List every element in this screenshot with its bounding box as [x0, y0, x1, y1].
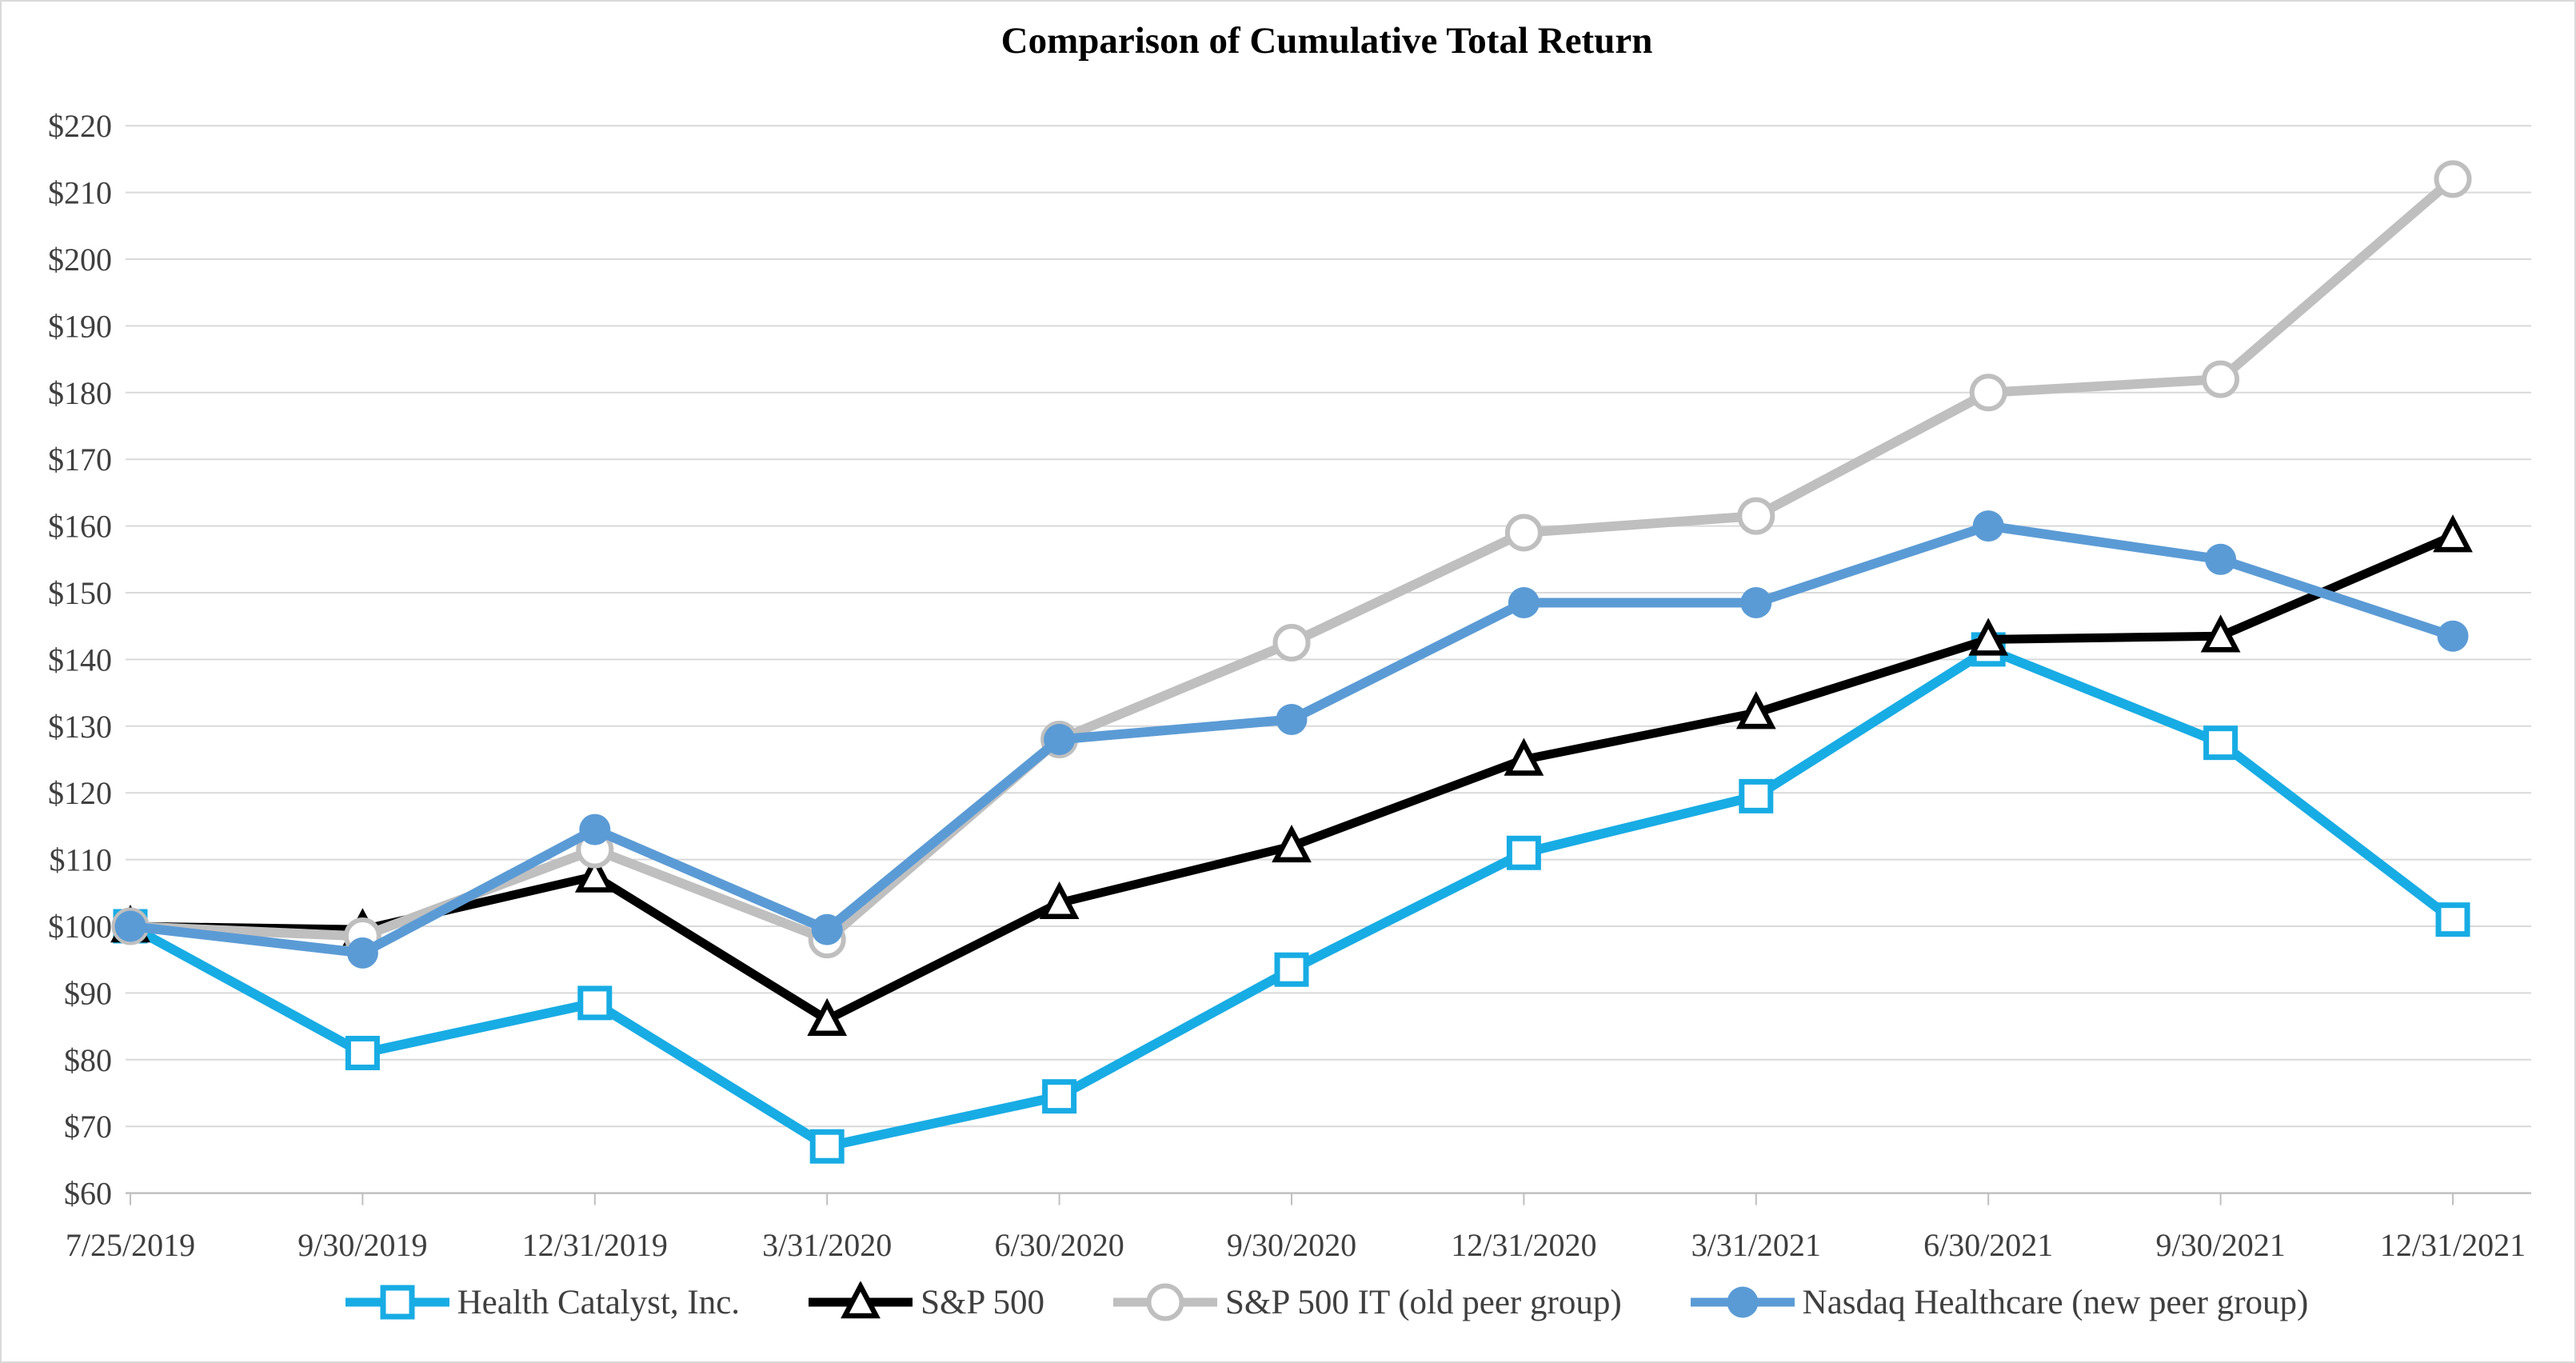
x-axis-label: 12/31/2021: [2380, 1227, 2526, 1263]
y-axis-label: $190: [48, 308, 112, 344]
x-axis-label: 12/31/2019: [522, 1227, 668, 1263]
data-point-marker-square: [1739, 778, 1774, 813]
legend-swatch-square: [345, 1285, 449, 1320]
y-axis-label: $120: [48, 775, 112, 811]
legend-marker-circle-filled: [1727, 1286, 1759, 1318]
legend-swatch-triangle: [809, 1281, 913, 1319]
data-point-marker-triangle: [1735, 691, 1776, 729]
y-axis-label: $150: [48, 575, 112, 611]
legend-item: Nasdaq Healthcare (new peer group): [1690, 1281, 2309, 1323]
chart-legend: Health Catalyst, Inc. S&P 500 S&P 500 IT (…: [126, 1269, 2528, 1336]
data-point-marker-triangle: [1039, 881, 1080, 920]
data-point-marker-square: [1274, 952, 1309, 987]
data-point-marker-triangle: [807, 997, 848, 1037]
data-point-marker-circle-filled: [1044, 723, 1076, 755]
x-axis-label: 12/31/2020: [1451, 1227, 1596, 1263]
y-axis-label: $170: [48, 442, 112, 478]
y-axis-label: $220: [48, 108, 112, 144]
chart-title: Comparison of Cumulative Total Return: [1000, 20, 1653, 62]
legend-label: S&P 500 IT (old peer group): [1225, 1283, 1622, 1321]
series-line: [126, 531, 2458, 1025]
data-point-marker-circle-filled: [811, 913, 843, 945]
y-axis-label: $100: [48, 909, 112, 945]
data-point-marker-circle-filled: [346, 937, 378, 969]
data-point-marker-square: [345, 1035, 380, 1070]
y-axis-label: $180: [48, 375, 112, 411]
data-point-marker-triangle: [2200, 614, 2241, 653]
legend-item: S&P 500 IT (old peer group): [1113, 1281, 1622, 1323]
series-nasdaq-healthcare-new-peer-group: [114, 510, 2469, 969]
data-point-marker-circle-filled: [2437, 620, 2469, 652]
data-point-marker-square: [2435, 902, 2470, 937]
x-axis-label: 9/30/2019: [298, 1227, 427, 1263]
legend-marker-circle-open: [1146, 1283, 1184, 1321]
data-point-marker-circle-open: [1737, 497, 1775, 535]
x-axis-label: 9/30/2020: [1227, 1227, 1356, 1263]
data-point-marker-circle-open: [2202, 360, 2240, 398]
series-line: [126, 521, 2458, 958]
data-point-marker-square: [2203, 725, 2239, 761]
data-point-marker-circle-open: [1504, 514, 1543, 552]
data-point-marker-circle-filled: [1972, 510, 2004, 542]
legend-label: S&P 500: [921, 1283, 1044, 1321]
y-axis-label: $80: [64, 1042, 112, 1078]
y-axis-label: $90: [64, 975, 112, 1011]
legend-swatch-circle-open: [1113, 1283, 1217, 1321]
y-axis-label: $200: [48, 242, 112, 278]
legend-marker-triangle: [841, 1281, 881, 1319]
y-axis-label: $110: [49, 842, 112, 878]
data-point-marker-circle-filled: [1740, 587, 1772, 619]
x-axis-label: 7/25/2019: [66, 1227, 195, 1263]
legend-label: Nasdaq Healthcare (new peer group): [1802, 1283, 2309, 1321]
legend-item: S&P 500: [809, 1281, 1044, 1323]
data-point-marker-triangle: [1272, 824, 1312, 863]
data-point-marker-triangle: [1504, 737, 1544, 776]
legend-swatch-circle-filled: [1690, 1286, 1795, 1318]
legend-item: Health Catalyst, Inc.: [345, 1281, 740, 1323]
x-axis-label: 3/31/2021: [1691, 1227, 1821, 1263]
data-point-marker-circle-filled: [2205, 543, 2237, 575]
data-point-marker-triangle: [574, 854, 615, 893]
x-axis-label: 6/30/2021: [1923, 1227, 2053, 1263]
data-point-marker-circle-filled: [579, 813, 611, 845]
data-point-marker-circle-filled: [114, 910, 146, 942]
series-health-catalyst-inc: [113, 632, 2470, 1164]
data-point-marker-square: [1506, 835, 1541, 870]
data-point-marker-circle-filled: [1276, 703, 1308, 735]
y-axis-label: $70: [64, 1109, 112, 1145]
x-axis-label: 6/30/2020: [994, 1227, 1124, 1263]
data-point-marker-circle-open: [1969, 374, 2007, 412]
series-s-p-500-it-old-peer-group: [111, 160, 2472, 959]
data-point-marker-square: [577, 985, 613, 1021]
y-axis-label: $130: [48, 709, 112, 745]
data-point-marker-triangle: [2433, 514, 2473, 553]
data-point-marker-circle-filled: [1508, 587, 1540, 619]
data-point-marker-circle-open: [2434, 160, 2472, 198]
data-point-marker-square: [809, 1129, 845, 1164]
data-point-marker-circle-open: [1272, 624, 1311, 662]
x-axis-label: 3/31/2020: [762, 1227, 892, 1263]
x-axis-label: 9/30/2021: [2155, 1227, 2285, 1263]
legend-label: Health Catalyst, Inc.: [457, 1283, 741, 1321]
y-axis-label: $60: [64, 1176, 112, 1212]
y-axis-label: $160: [48, 509, 112, 545]
y-axis-label: $210: [48, 175, 112, 211]
data-point-marker-square: [1042, 1079, 1077, 1114]
data-point-marker-triangle: [1968, 618, 2009, 656]
y-axis-label: $140: [48, 642, 112, 678]
legend-marker-square: [380, 1285, 415, 1320]
